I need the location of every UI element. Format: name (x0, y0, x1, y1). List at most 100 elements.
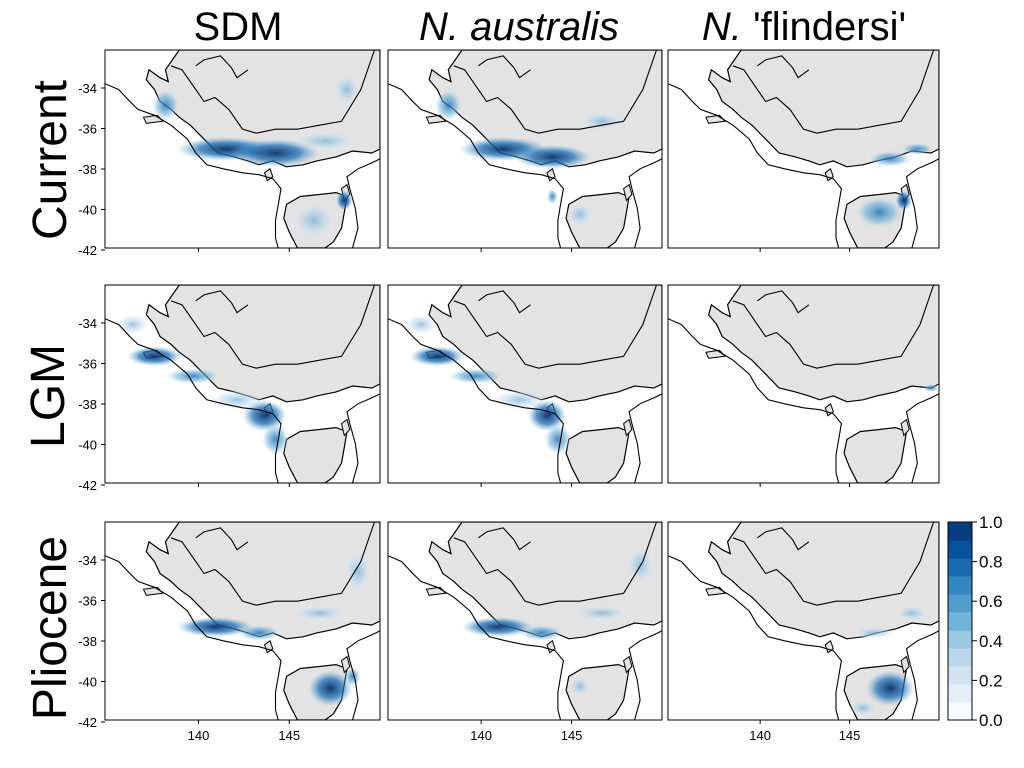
flinders-island (623, 183, 633, 202)
mainland (707, 285, 939, 403)
inland-boundary (170, 522, 376, 606)
lat-tick-label: -34 (78, 553, 97, 568)
panel-frame (104, 49, 381, 249)
lat-tick-label: -40 (78, 203, 97, 218)
suitability-patch (344, 666, 361, 687)
flinders-island (900, 655, 910, 674)
inland-boundary (453, 285, 658, 369)
suitability-patch (151, 89, 180, 122)
flinders-island (623, 418, 633, 437)
inland-boundary (732, 50, 935, 134)
column-title-n-australis: N. australis (419, 5, 619, 49)
column-title-n-flindersi: N. 'flindersi' (702, 5, 906, 49)
shelf-outline (388, 83, 662, 248)
row-label-pliocene: Pliocene (24, 536, 77, 720)
suitability-patch (237, 624, 281, 641)
mainland (707, 522, 939, 640)
legend-tick-label: 1.0 (979, 513, 1003, 532)
axis-labels: -34 -36 -38 -40 -42 -34 -36 -38 -40 -42 -34 -36 -38 -… (78, 81, 860, 743)
inland-boundary (757, 290, 810, 314)
panel-frame (104, 521, 381, 721)
suitability-patch (116, 314, 149, 335)
panel-frame (387, 49, 663, 249)
legend-swatch (948, 540, 972, 559)
panel-frame (387, 521, 663, 721)
panel-frame (667, 49, 940, 249)
suitability-patch (308, 670, 353, 707)
map-panels (104, 49, 940, 721)
flinders-island (900, 418, 910, 437)
legend-swatch (948, 612, 972, 631)
suitability-patch (544, 423, 572, 456)
lat-tick-label: -40 (78, 675, 97, 690)
suitability-patch (409, 346, 465, 367)
legend-tick-label: 0.2 (979, 671, 1003, 690)
panel-frame (667, 521, 940, 721)
suitability-patch (404, 314, 438, 335)
suitability-patch (901, 143, 934, 155)
panel-frame (667, 284, 940, 484)
lat-tick-label: -36 (78, 122, 97, 137)
suitability-patch (242, 399, 287, 432)
suitability-patch (579, 111, 624, 132)
lat-tick-label: -36 (78, 594, 97, 609)
suitability-patch (922, 384, 939, 392)
suitability-patch (568, 676, 591, 697)
legend-swatch (948, 666, 972, 685)
inland-boundary (732, 522, 935, 606)
suitability-patch (292, 202, 336, 239)
suitability-patch (527, 399, 567, 432)
inland-boundary (757, 55, 810, 79)
flinders-island (623, 655, 633, 674)
shelf-outline (105, 555, 380, 720)
suitability-patch (292, 131, 358, 151)
map-panel-lgm-n_australis (387, 284, 663, 484)
suitability-patch (895, 190, 912, 211)
lon-tick-label: 140 (470, 728, 492, 743)
inland-boundary (195, 55, 249, 79)
shelf-outline (668, 555, 939, 720)
lat-tick-label: -40 (78, 438, 97, 453)
lat-tick-label: -42 (78, 715, 97, 730)
suitability-patch (292, 605, 347, 622)
suitability-patch (176, 617, 254, 637)
legend-tick-label: 0.8 (979, 553, 1003, 572)
shelf-outline (668, 318, 939, 483)
map-panel-pliocene-n_australis (387, 521, 663, 721)
shelf-outline (388, 555, 662, 720)
suitability-patch (566, 202, 594, 227)
lat-tick-label: -42 (78, 243, 97, 258)
inland-boundary (478, 527, 531, 551)
map-panel-current-sdm (104, 49, 381, 249)
suitability-patch (448, 368, 504, 384)
legend-tick-label: 0.0 (979, 711, 1003, 730)
suitability-patch (854, 196, 904, 229)
map-panel-current-n_australis (387, 49, 663, 249)
shelf-outline (105, 83, 380, 248)
lat-tick-label: -36 (78, 357, 97, 372)
suitability-patch (849, 700, 877, 717)
suitability-patch (261, 423, 290, 456)
inland-boundary (453, 50, 658, 134)
lat-tick-label: -38 (78, 634, 97, 649)
suitability-patch (434, 89, 462, 122)
column-title-sdm: SDM (194, 5, 283, 49)
suitability-patch (895, 605, 929, 622)
suitability-patch (333, 73, 361, 106)
tasmania (565, 426, 630, 483)
suitability-patch (519, 624, 564, 641)
legend-tick-label: 0.6 (979, 592, 1003, 611)
legend-tick-label: 0.4 (979, 632, 1003, 651)
flinders-island (340, 418, 351, 437)
suitability-patch (868, 150, 912, 167)
column-title-n-flindersi-rest: 'flindersi' (742, 5, 906, 49)
suitability-patch (127, 346, 182, 367)
panel-frame (387, 284, 663, 484)
lat-tick-label: -38 (78, 162, 97, 177)
legend-swatch (948, 702, 972, 721)
inland-boundary (453, 522, 658, 606)
lat-tick-label: -42 (78, 478, 97, 493)
suitability-patch (336, 190, 353, 211)
inland-boundary (195, 527, 249, 551)
